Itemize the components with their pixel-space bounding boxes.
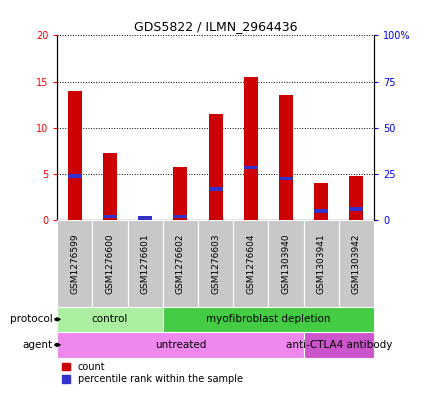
Bar <box>209 187 223 191</box>
Text: GSM1276604: GSM1276604 <box>246 233 255 294</box>
Text: GSM1303941: GSM1303941 <box>317 233 326 294</box>
Bar <box>279 177 293 180</box>
Bar <box>68 91 82 220</box>
Bar <box>57 307 163 332</box>
Text: GSM1276602: GSM1276602 <box>176 233 185 294</box>
Legend: count, percentile rank within the sample: count, percentile rank within the sample <box>62 362 242 384</box>
Bar <box>103 215 117 218</box>
Bar <box>57 332 304 358</box>
Text: agent: agent <box>23 340 53 350</box>
Text: control: control <box>92 314 128 324</box>
Bar <box>163 307 374 332</box>
Bar <box>279 95 293 220</box>
Bar <box>198 220 233 307</box>
Bar <box>173 215 187 218</box>
Bar <box>138 219 152 220</box>
Bar <box>314 209 328 213</box>
Bar <box>209 114 223 220</box>
Bar <box>173 167 187 220</box>
Bar <box>268 220 304 307</box>
Bar <box>92 220 128 307</box>
Bar <box>128 220 163 307</box>
Text: protocol: protocol <box>10 314 53 324</box>
Bar <box>314 183 328 220</box>
Bar <box>163 220 198 307</box>
Bar <box>68 174 82 178</box>
Bar <box>349 207 363 211</box>
Bar <box>244 165 258 169</box>
Bar <box>103 152 117 220</box>
Bar <box>339 220 374 307</box>
Bar <box>57 220 92 307</box>
Bar <box>138 217 152 220</box>
Text: anti-CTLA4 antibody: anti-CTLA4 antibody <box>286 340 392 350</box>
Text: GSM1276600: GSM1276600 <box>106 233 114 294</box>
Text: GSM1276599: GSM1276599 <box>70 233 79 294</box>
Bar <box>304 220 339 307</box>
Bar <box>349 176 363 220</box>
Text: myofibroblast depletion: myofibroblast depletion <box>206 314 330 324</box>
Text: untreated: untreated <box>155 340 206 350</box>
Bar <box>233 220 268 307</box>
Text: GSM1303940: GSM1303940 <box>282 233 290 294</box>
Text: GSM1303942: GSM1303942 <box>352 233 361 294</box>
Bar <box>244 77 258 220</box>
Title: GDS5822 / ILMN_2964436: GDS5822 / ILMN_2964436 <box>134 20 297 33</box>
Text: GSM1276601: GSM1276601 <box>141 233 150 294</box>
Text: GSM1276603: GSM1276603 <box>211 233 220 294</box>
Bar <box>304 332 374 358</box>
